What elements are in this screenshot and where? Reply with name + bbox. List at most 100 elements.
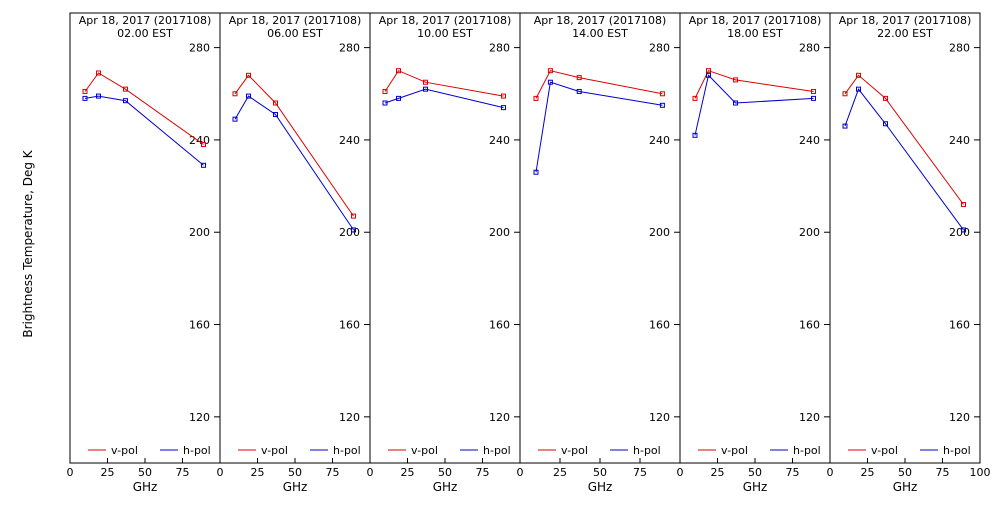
data-point-h-pol: [96, 93, 101, 99]
y-tick-label: 200: [489, 226, 510, 239]
legend-label-v-pol: v-pol: [871, 444, 898, 457]
legend-label-v-pol: v-pol: [111, 444, 138, 457]
data-point-h-pol: [576, 88, 582, 94]
x-axis-label: GHz: [893, 480, 918, 494]
y-tick-label: 280: [489, 42, 510, 55]
y-tick-label: 160: [489, 319, 510, 332]
series-line-v-pol: [535, 70, 663, 99]
x-tick-label: 25: [251, 466, 265, 479]
x-axis-label: GHz: [283, 480, 308, 494]
x-tick-label: 50: [898, 466, 912, 479]
legend-label-h-pol: h-pol: [633, 444, 661, 457]
data-point-h-pol: [423, 86, 428, 92]
x-tick-label: 50: [748, 466, 762, 479]
y-axis-label: Brightness Temperature, Deg K: [21, 149, 35, 337]
data-point-h-pol: [842, 123, 848, 129]
x-tick-label: 50: [593, 466, 607, 479]
data-point-h-pol: [533, 169, 539, 175]
data-point-h-pol: [396, 95, 401, 101]
data-point-h-pol: [706, 72, 711, 78]
x-tick-label: 25: [711, 466, 725, 479]
series-line-v-pol: [694, 70, 814, 99]
data-point-v-pol: [692, 95, 698, 101]
data-point-v-pol: [123, 86, 128, 92]
y-tick-label: 240: [949, 134, 970, 147]
panel-title-line1: Apr 18, 2017 (2017108): [229, 14, 362, 27]
x-axis-label: GHz: [743, 480, 768, 494]
series-line-h-pol: [234, 95, 354, 231]
x-tick-label: 0: [67, 466, 74, 479]
series-line-h-pol: [384, 88, 504, 109]
data-point-v-pol: [856, 72, 861, 78]
data-point-h-pol: [201, 162, 206, 168]
y-tick-label: 200: [189, 226, 210, 239]
data-point-v-pol: [246, 72, 251, 78]
data-point-v-pol: [842, 91, 848, 97]
data-point-v-pol: [96, 70, 101, 76]
panel-title-line1: Apr 18, 2017 (2017108): [534, 14, 667, 27]
legend-label-v-pol: v-pol: [721, 444, 748, 457]
y-tick-label: 280: [799, 42, 820, 55]
data-point-h-pol: [123, 98, 128, 104]
y-tick-label: 280: [339, 42, 360, 55]
y-tick-label: 200: [339, 226, 360, 239]
data-point-v-pol: [273, 100, 278, 106]
y-tick-label: 280: [649, 42, 670, 55]
x-axis-label: GHz: [588, 480, 613, 494]
x-tick-label: 50: [288, 466, 302, 479]
data-point-h-pol: [733, 100, 738, 106]
y-tick-label: 160: [339, 319, 360, 332]
x-tick-label: 100: [970, 466, 991, 479]
panel-title-line1: Apr 18, 2017 (2017108): [79, 14, 212, 27]
data-point-h-pol: [692, 132, 698, 138]
data-point-h-pol: [246, 93, 251, 99]
data-point-v-pol: [883, 95, 888, 101]
x-tick-label: 0: [367, 466, 374, 479]
x-tick-label: 50: [138, 466, 152, 479]
series-line-v-pol: [84, 72, 204, 145]
series-line-v-pol: [234, 74, 354, 217]
panel-title-line2: 06.00 EST: [267, 27, 323, 40]
panel-title-line2: 18.00 EST: [727, 27, 783, 40]
y-tick-label: 200: [949, 226, 970, 239]
data-point-v-pol: [961, 202, 966, 208]
data-point-v-pol: [811, 88, 816, 94]
data-point-h-pol: [547, 79, 553, 85]
data-point-h-pol: [82, 95, 88, 101]
panel-title-line1: Apr 18, 2017 (2017108): [839, 14, 972, 27]
data-point-v-pol: [351, 213, 356, 219]
y-tick-label: 240: [649, 134, 670, 147]
data-point-v-pol: [501, 93, 506, 99]
y-tick-label: 160: [799, 319, 820, 332]
data-point-h-pol: [501, 105, 506, 111]
data-point-h-pol: [856, 86, 861, 92]
y-tick-label: 120: [649, 411, 670, 424]
y-tick-label: 240: [339, 134, 360, 147]
x-tick-label: 0: [827, 466, 834, 479]
data-point-v-pol: [706, 68, 711, 74]
y-tick-label: 160: [189, 319, 210, 332]
y-tick-label: 120: [799, 411, 820, 424]
data-point-v-pol: [659, 91, 665, 97]
legend-label-v-pol: v-pol: [561, 444, 588, 457]
x-tick-label: 25: [101, 466, 115, 479]
panel-title-line2: 02.00 EST: [117, 27, 173, 40]
panel-title-line2: 14.00 EST: [572, 27, 628, 40]
y-tick-label: 120: [189, 411, 210, 424]
series-line-h-pol: [844, 88, 964, 231]
x-tick-label: 25: [401, 466, 415, 479]
data-point-v-pol: [82, 88, 88, 94]
data-point-h-pol: [273, 112, 278, 118]
x-axis-label: GHz: [433, 480, 458, 494]
x-tick-label: 50: [438, 466, 452, 479]
x-tick-label: 75: [176, 466, 190, 479]
data-point-h-pol: [659, 102, 665, 108]
legend-label-v-pol: v-pol: [261, 444, 288, 457]
series-line-v-pol: [844, 74, 964, 205]
data-point-v-pol: [382, 88, 388, 94]
series-line-h-pol: [694, 74, 814, 136]
series-line-h-pol: [535, 81, 663, 173]
x-tick-label: 75: [476, 466, 490, 479]
data-point-v-pol: [533, 95, 539, 101]
